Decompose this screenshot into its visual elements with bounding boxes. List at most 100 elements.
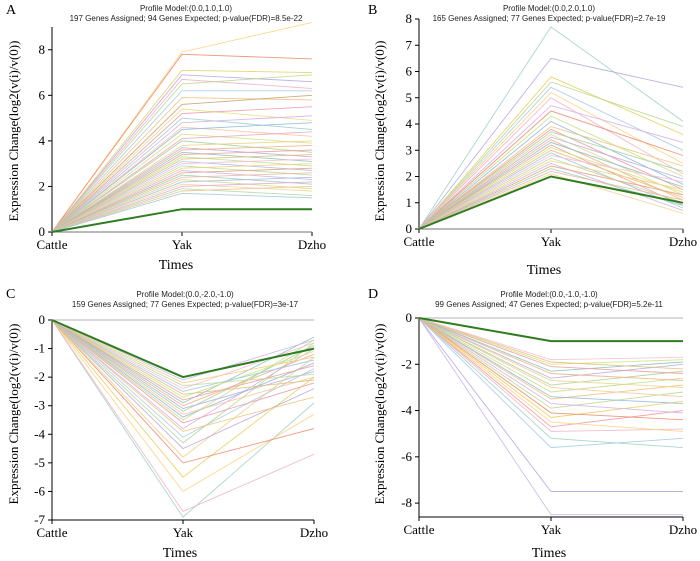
- gene-profile-line: [418, 126, 684, 230]
- gene-profile-line: [418, 317, 684, 365]
- gene-profile-line: [418, 317, 684, 449]
- gene-profile-line: [51, 319, 315, 424]
- model-profile-line: [418, 317, 683, 343]
- gene-profile-line: [418, 120, 684, 230]
- gene-profile-line: [418, 317, 684, 421]
- gene-profile-line: [51, 185, 313, 233]
- y-tick-label: 8: [39, 42, 46, 57]
- gene-profile-line: [51, 319, 315, 390]
- gene-profile-line: [418, 149, 684, 230]
- gene-profile-line: [51, 319, 315, 430]
- y-tick-label: -2: [401, 356, 412, 371]
- gene-profile-line: [51, 319, 315, 387]
- gene-profile-line: [418, 317, 684, 409]
- panel-a-subtitle: 197 Genes Assigned; 94 Genes Expected; p…: [70, 14, 303, 23]
- gene-profile-line: [51, 160, 313, 233]
- gene-profile-line: [51, 319, 315, 398]
- y-tick-label: 3: [406, 142, 413, 157]
- gene-profile-line: [418, 141, 684, 230]
- gene-profile-line: [51, 174, 313, 233]
- gene-profile-line: [51, 319, 315, 432]
- gene-profile-line: [418, 110, 684, 230]
- gene-profile-line: [418, 317, 684, 405]
- x-tick-label: Yak: [541, 522, 562, 537]
- gene-profile-line: [418, 155, 684, 230]
- gene-profile-line: [51, 122, 313, 233]
- gene-profile-line: [418, 97, 684, 230]
- panel-c: C Profile Model:(0.0,-2.0,-1.0) 159 Gene…: [6, 287, 328, 561]
- gene-profile-line: [51, 117, 313, 233]
- gene-profile-line: [418, 317, 684, 432]
- y-tick-label: -7: [34, 512, 45, 527]
- gene-profile-line: [51, 319, 315, 412]
- panel-letter-b: B: [368, 3, 377, 18]
- gene-profile-line: [51, 115, 313, 233]
- panel-letter-c: C: [6, 287, 15, 302]
- panel-b-x-axis-label: Times: [527, 263, 562, 278]
- gene-profile-line: [418, 147, 684, 230]
- x-tick-label: Cattle: [36, 237, 67, 252]
- y-tick-label: 5: [406, 90, 413, 105]
- gene-profile-line: [51, 319, 315, 415]
- gene-profile-line: [418, 317, 684, 370]
- panel-b: B Profile Model:(0.0,2.0,1.0) 165 Genes …: [368, 3, 697, 278]
- gene-profile-line: [51, 319, 315, 407]
- x-tick-label: Cattle: [36, 525, 67, 540]
- gene-profile-line: [51, 147, 313, 233]
- gene-profile-line: [418, 136, 684, 230]
- panel-b-subtitle: 165 Genes Assigned; 77 Genes Expected; p…: [433, 14, 666, 23]
- gene-profile-line: [51, 319, 315, 478]
- gene-profile-line: [51, 94, 313, 233]
- gene-profile-line: [51, 319, 315, 418]
- gene-profile-line: [418, 317, 684, 372]
- gene-profile-line: [51, 74, 313, 233]
- gene-profile-line: [51, 319, 315, 444]
- x-tick-label: Cattle: [403, 234, 434, 249]
- panel-a-x-axis-label: Times: [159, 258, 194, 273]
- panel-a-plot: 0 2 4 6 8 Cattle Yak Dzho: [36, 21, 326, 252]
- gene-profile-line: [51, 156, 313, 233]
- gene-profile-line: [51, 319, 315, 395]
- gene-profile-line: [418, 317, 684, 398]
- gene-profile-line: [418, 165, 684, 230]
- y-tick-label: -1: [34, 341, 45, 356]
- gene-profile-line: [51, 106, 313, 233]
- model-profile-line: [51, 208, 312, 233]
- gene-profile-line: [418, 317, 683, 492]
- gene-profile-line: [418, 317, 684, 428]
- y-tick-label: -6: [401, 449, 412, 464]
- gene-profile-line: [51, 108, 313, 233]
- gene-profile-line: [418, 152, 684, 230]
- panel-d-plot: 0 -2 -4 -6 -8 Cattle Yak Dzho: [401, 310, 697, 537]
- y-tick-label: 0: [39, 312, 46, 327]
- gene-profile-line: [51, 74, 313, 233]
- gene-profile-line: [418, 91, 684, 230]
- gene-profile-line: [51, 90, 312, 233]
- gene-profile-line: [51, 319, 315, 392]
- y-tick-label: 1: [406, 195, 413, 210]
- model-profile-line: [51, 319, 315, 379]
- y-tick-label: 2: [39, 178, 46, 193]
- panel-letter-a: A: [6, 3, 17, 18]
- gene-profile-line: [51, 167, 313, 233]
- gene-profile-line: [418, 157, 684, 230]
- gene-profile-line: [51, 319, 315, 410]
- gene-profile-line: [418, 160, 684, 230]
- gene-profile-line: [418, 317, 684, 386]
- panel-c-title: Profile Model:(0.0,-2.0,-1.0): [136, 290, 234, 299]
- panel-d-x-axis-label: Times: [532, 546, 567, 561]
- panel-c-y-axis-label: Expression Change(log2(v(i)/v(0)): [6, 324, 21, 505]
- panel-c-subtitle: 159 Genes Assigned; 77 Genes Expected; p…: [72, 300, 299, 309]
- panel-c-x-axis-label: Times: [163, 546, 198, 561]
- panel-a: A Profile Model:(0.0,1.0,1.0) 197 Genes …: [6, 3, 326, 273]
- gene-profile-line: [51, 151, 313, 233]
- gene-profile-line: [51, 319, 315, 401]
- y-tick-label: 4: [406, 116, 413, 131]
- y-tick-label: -4: [34, 426, 45, 441]
- gene-profile-line: [418, 128, 684, 230]
- x-tick-label: Dzho: [669, 522, 697, 537]
- gene-profile-line: [51, 149, 313, 233]
- y-tick-label: 4: [39, 133, 46, 148]
- panel-d-subtitle: 99 Genes Assigned; 47 Genes Expected; p-…: [435, 300, 663, 309]
